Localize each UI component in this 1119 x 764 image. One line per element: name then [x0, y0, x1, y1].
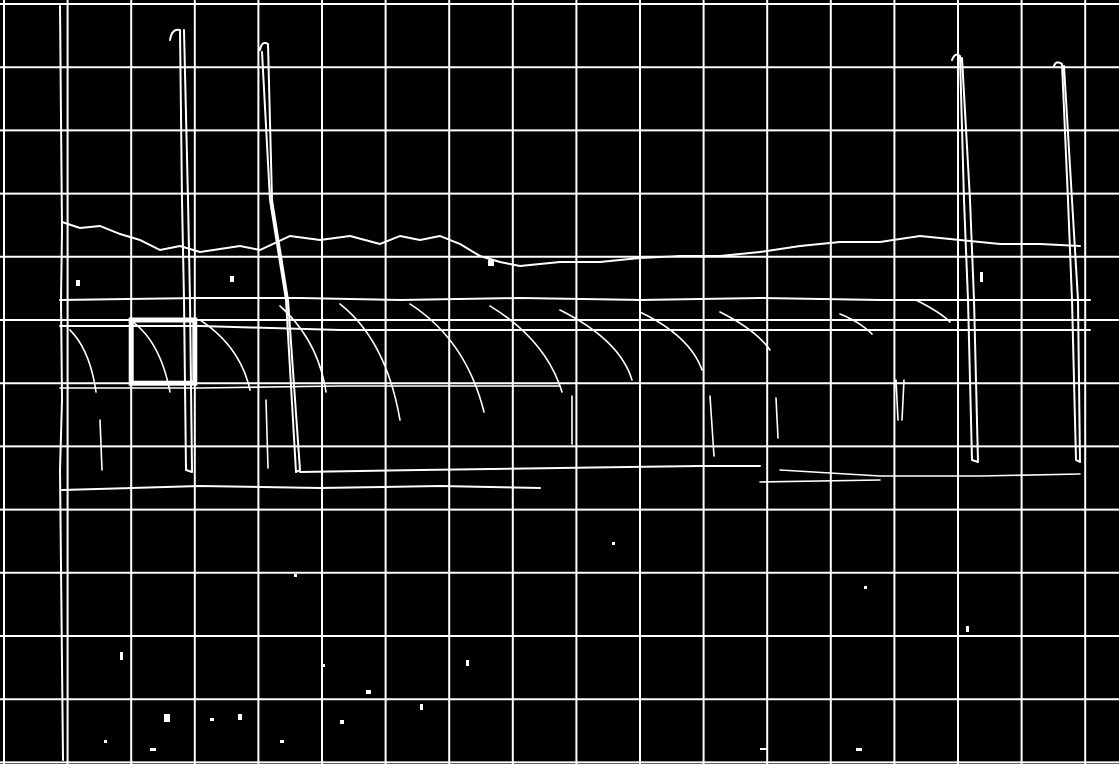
truss-arc-6	[409, 303, 485, 413]
pole-4-edge	[1053, 61, 1081, 463]
truss-arc-9	[639, 311, 703, 371]
pole-2-edge	[259, 41, 301, 473]
edge-contours	[59, 5, 1091, 761]
truss-arc-11	[839, 313, 873, 335]
edge-noise-specks	[76, 260, 983, 751]
truss-arc-3	[199, 319, 251, 391]
ground-edge-2	[299, 465, 761, 473]
truss-arc-4	[279, 305, 327, 393]
ground-edge-4	[759, 479, 881, 483]
post-edge-6	[901, 379, 905, 421]
highlighted-grid-cell	[128, 317, 198, 386]
middle-rail-edge	[59, 325, 1091, 331]
ground-edge-3	[779, 469, 1081, 477]
ground-edge	[61, 485, 541, 491]
pole-3-edge	[951, 53, 979, 463]
truss-arc-7	[489, 305, 563, 393]
truss-arc-12	[915, 299, 951, 323]
post-edge-7	[775, 397, 779, 439]
post-edge-5	[895, 379, 899, 421]
truss-arc-5	[339, 303, 401, 421]
pole-1-edge	[169, 28, 193, 473]
truss-arc-8	[559, 309, 633, 381]
post-edge-2	[265, 399, 269, 469]
truss-arc-1	[69, 329, 97, 393]
post-edge-1	[99, 419, 103, 471]
lower-rail-edge	[59, 385, 561, 389]
roof-edge	[61, 221, 1081, 267]
upper-rail-edge	[59, 297, 1091, 301]
